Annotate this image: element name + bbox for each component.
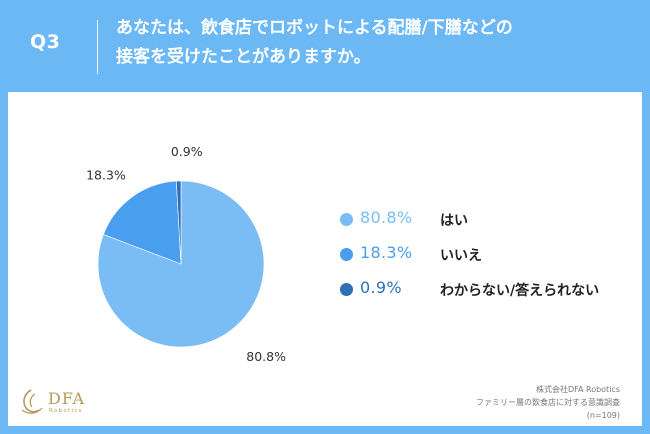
pie-slice-unknown: [175, 180, 182, 265]
footer-company: 株式会社DFA Robotics: [535, 385, 620, 394]
legend-dot-unknown: [340, 283, 353, 296]
question-line-2: 接客を受けたことがありますか。: [116, 47, 371, 67]
legend-pct-unknown: 0.9%: [360, 278, 402, 297]
header-divider: [97, 20, 98, 74]
legend-item-yes: 80.8% はい: [340, 208, 630, 243]
legend-dot-yes: [340, 213, 353, 226]
frame-border-left: [0, 92, 8, 434]
legend-label-unknown: わからない/答えられない: [440, 283, 600, 299]
dfa-logo: DFA Robotics: [18, 388, 118, 418]
legend-label-no: いいえ: [440, 248, 482, 264]
pie-label-yes: 80.8%: [246, 349, 286, 364]
legend-dot-no: [340, 248, 353, 261]
legend-item-no: 18.3% いいえ: [340, 243, 630, 278]
pie-label-unknown: 0.9%: [171, 144, 203, 159]
question-line-1: あなたは、飲食店でロボットによる配膳/下膳などの: [116, 18, 513, 38]
dfa-logo-mark-icon: [21, 389, 43, 414]
question-number: Q3: [30, 31, 61, 53]
legend-label-yes: はい: [440, 213, 468, 229]
question-text: あなたは、飲食店でロボットによる配膳/下膳などの 接客を受けたことがありますか。: [116, 14, 616, 72]
legend-pct-no: 18.3%: [360, 243, 413, 262]
logo-subtitle: Robotics: [49, 408, 83, 414]
frame-border-right: [642, 92, 650, 434]
footer-survey-title: ファミリー層の飲食店に対する意識調査: [476, 398, 620, 407]
frame-border-bottom: [0, 426, 650, 434]
legend-item-unknown: 0.9% わからない/答えられない: [340, 278, 630, 313]
pie-slice-yes: [97, 180, 265, 348]
question-header: Q3 あなたは、飲食店でロボットによる配膳/下膳などの 接客を受けたことがありま…: [0, 0, 650, 92]
footer-sample-size: (n=109): [586, 411, 620, 420]
pie-label-no: 18.3%: [86, 167, 126, 182]
pie-slice-no: [103, 180, 182, 265]
survey-footer: 株式会社DFA Robotics ファミリー層の飲食店に対する意識調査 (n=1…: [360, 383, 620, 422]
legend-pct-yes: 80.8%: [360, 208, 413, 227]
logo-name: DFA: [48, 389, 86, 408]
chart-legend: 80.8% はい 18.3% いいえ 0.9% わからない/答えられない: [340, 208, 630, 313]
